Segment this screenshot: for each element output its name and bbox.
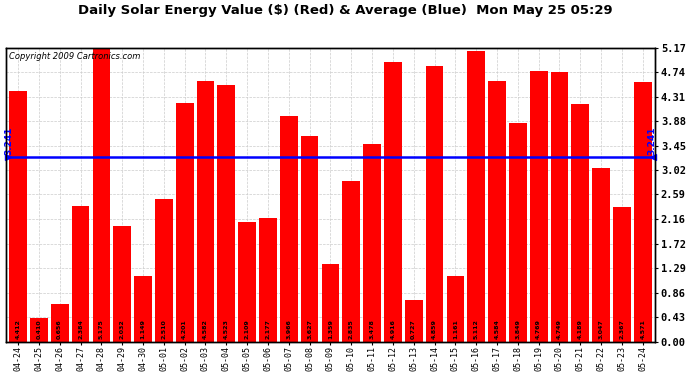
Text: 4.412: 4.412 — [16, 319, 21, 339]
Text: 3.047: 3.047 — [599, 319, 604, 339]
Bar — [613, 207, 631, 342]
Text: 4.189: 4.189 — [578, 319, 583, 339]
Text: 4.571: 4.571 — [640, 319, 645, 339]
Bar — [634, 82, 651, 342]
Text: 5.175: 5.175 — [99, 319, 104, 339]
Bar — [301, 135, 319, 342]
Text: 4.859: 4.859 — [432, 319, 437, 339]
Text: 1.161: 1.161 — [453, 319, 458, 339]
Bar — [322, 264, 339, 342]
Text: 4.916: 4.916 — [391, 319, 395, 339]
Bar — [384, 62, 402, 342]
Bar — [9, 91, 27, 342]
Text: 4.201: 4.201 — [182, 319, 187, 339]
Text: 2.835: 2.835 — [348, 319, 354, 339]
Bar — [571, 104, 589, 342]
Text: Copyright 2009 Cartronics.com: Copyright 2009 Cartronics.com — [9, 52, 140, 61]
Bar — [467, 51, 485, 342]
Bar — [155, 199, 172, 342]
Text: 3.241: 3.241 — [5, 126, 14, 154]
Text: 2.510: 2.510 — [161, 319, 166, 339]
Bar — [551, 72, 569, 342]
Text: 2.367: 2.367 — [620, 319, 624, 339]
Bar — [488, 81, 506, 342]
Bar — [51, 304, 68, 342]
Bar — [92, 48, 110, 342]
Text: 0.410: 0.410 — [37, 319, 41, 339]
Bar — [217, 85, 235, 342]
Text: 2.384: 2.384 — [78, 319, 83, 339]
Bar — [363, 144, 381, 342]
Bar — [197, 81, 215, 342]
Text: 4.749: 4.749 — [557, 319, 562, 339]
Bar — [342, 180, 360, 342]
Bar — [530, 70, 548, 342]
Text: 1.359: 1.359 — [328, 319, 333, 339]
Text: 3.627: 3.627 — [307, 319, 312, 339]
Text: 2.177: 2.177 — [266, 319, 270, 339]
Text: 4.523: 4.523 — [224, 319, 229, 339]
Text: 4.769: 4.769 — [536, 319, 541, 339]
Bar — [592, 168, 610, 342]
Text: 4.582: 4.582 — [203, 319, 208, 339]
Bar — [405, 300, 422, 342]
Text: 2.109: 2.109 — [245, 319, 250, 339]
Text: Daily Solar Energy Value ($) (Red) & Average (Blue)  Mon May 25 05:29: Daily Solar Energy Value ($) (Red) & Ave… — [78, 4, 612, 17]
Text: 5.112: 5.112 — [474, 319, 479, 339]
Text: 4.584: 4.584 — [495, 319, 500, 339]
Bar — [259, 218, 277, 342]
Bar — [426, 66, 444, 342]
Text: 3.478: 3.478 — [370, 319, 375, 339]
Text: 2.032: 2.032 — [119, 319, 125, 339]
Text: 0.656: 0.656 — [57, 319, 62, 339]
Text: 0.727: 0.727 — [411, 319, 416, 339]
Bar — [446, 276, 464, 342]
Text: 1.149: 1.149 — [141, 319, 146, 339]
Text: 3.849: 3.849 — [515, 319, 520, 339]
Bar — [30, 318, 48, 342]
Bar — [280, 116, 297, 342]
Bar — [238, 222, 256, 342]
Bar — [134, 276, 152, 342]
Text: 3.241: 3.241 — [647, 126, 656, 154]
Text: 3.966: 3.966 — [286, 319, 291, 339]
Bar — [509, 123, 526, 342]
Bar — [113, 226, 131, 342]
Bar — [176, 103, 193, 342]
Bar — [72, 206, 90, 342]
